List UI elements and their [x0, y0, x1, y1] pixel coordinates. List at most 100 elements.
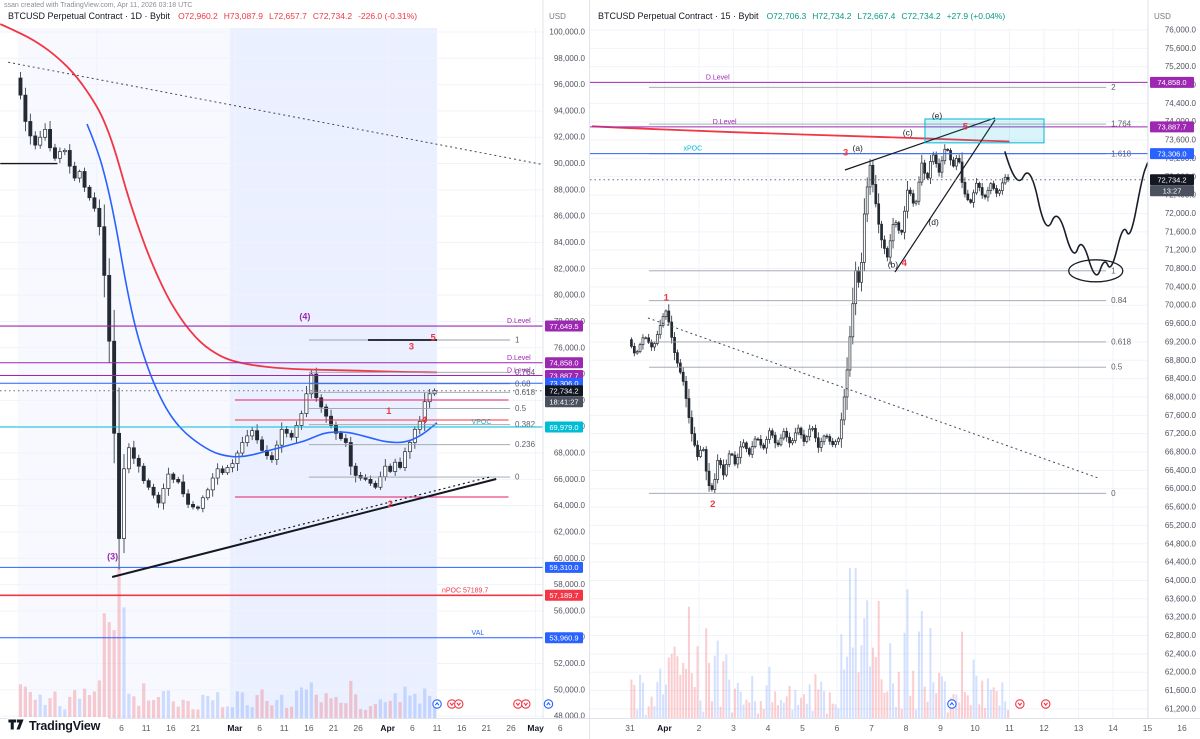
price-tick-label: 69,200.0 — [1165, 337, 1197, 346]
price-axis[interactable]: USD 100,000.0 98,000.0 96,000.0 94,000.0 92,0… — [542, 0, 589, 739]
wave-label: 4 — [902, 258, 908, 269]
time-tick-label: 21 — [191, 723, 201, 733]
price-tick-label: 90,000.0 — [554, 159, 586, 168]
tradingview-logo[interactable]: TradingView — [7, 717, 109, 734]
price-tick-label: 61,200.0 — [1165, 704, 1197, 713]
grid — [590, 28, 1148, 718]
time-tick-label: 10 — [970, 723, 980, 733]
price-tag — [545, 320, 583, 332]
event-icon[interactable] — [543, 699, 554, 709]
wave-label: (d) — [928, 217, 939, 227]
fib-ratio-label: 0.5 — [1111, 363, 1123, 372]
ellipse-annotation — [1068, 259, 1124, 283]
price-tick-label: 66,000.0 — [1165, 484, 1197, 493]
event-icon[interactable] — [1040, 699, 1051, 709]
price-tag-text: 73,887.7 — [1157, 123, 1186, 132]
fib-ratio-label: 1.764 — [1111, 120, 1132, 129]
fib-ratio-label: 0.84 — [1111, 296, 1127, 305]
legend-daily-pane[interactable]: BTCUSD Perpetual Contract · 1D · Bybit O… — [8, 11, 417, 21]
price-tag — [1150, 76, 1194, 88]
price-tag — [545, 561, 583, 573]
time-tick-label: 6 — [257, 723, 262, 733]
price-tag-text: 57,189.7 — [549, 591, 578, 600]
trend-line — [111, 478, 497, 578]
daily-pane[interactable]: 10.7640.680.6180.50.3820.2360D.LevelD.Le… — [0, 0, 589, 739]
time-tick-label: 21 — [482, 723, 492, 733]
price-tick-label: 69,600.0 — [1165, 319, 1197, 328]
projection-path — [1004, 151, 1149, 276]
session-highlight — [18, 28, 438, 718]
time-tick-label: 31 — [625, 723, 635, 733]
price-tick-label: 60,000.0 — [554, 554, 586, 563]
time-tick-label: 3 — [731, 723, 736, 733]
level-label: nPOC 57189.7 — [442, 587, 488, 594]
price-tick-label: 71,200.0 — [1165, 246, 1197, 255]
time-axis[interactable]: 162126Feb6111621Mar611162126Apr611162126… — [0, 718, 1200, 739]
legend-15m-pane[interactable]: BTCUSD Perpetual Contract · 15 · Bybit O… — [598, 11, 1005, 21]
price-tick-label: 98,000.0 — [554, 54, 586, 63]
price-tag-text: 73,306.0 — [549, 379, 578, 388]
time-tick-label: Apr — [380, 723, 395, 733]
event-icon[interactable] — [521, 699, 531, 709]
ohlc-close: C72,734.2 — [901, 11, 941, 21]
level-label: VAL — [472, 630, 485, 637]
price-tag — [545, 589, 583, 601]
price-tick-label: 62,400.0 — [1165, 649, 1197, 658]
price-tag-text: 53,960.9 — [549, 634, 578, 643]
price-tick-label: 75,600.0 — [1165, 44, 1197, 53]
price-tag-text: 74,858.0 — [1157, 78, 1186, 87]
price-tick-label: 48,000.0 — [554, 712, 586, 721]
level-label: D.Level — [507, 318, 531, 325]
event-icon[interactable] — [1015, 699, 1025, 709]
price-tag-text: 13:27 — [1163, 187, 1182, 196]
price-tick-label: 84,000.0 — [554, 238, 586, 247]
symbol-description[interactable]: BTCUSD Perpetual Contract · 15 · Bybit — [598, 11, 759, 21]
ohlc-close: C72,734.2 — [312, 11, 353, 21]
price-tick-label: 63,200.0 — [1165, 613, 1197, 622]
time-tick-label: 21 — [329, 723, 339, 733]
ohlc-high: H73,087.9 — [223, 11, 263, 21]
symbol-description[interactable]: BTCUSD Perpetual Contract · 1D · Bybit — [8, 11, 171, 21]
time-tick-label: 6 — [558, 723, 563, 733]
price-tick-label: 52,000.0 — [554, 659, 586, 668]
event-icon[interactable] — [513, 699, 523, 709]
price-tag-text: 72,734.2 — [1157, 176, 1186, 185]
price-tag-text: 72,734.2 — [549, 387, 578, 396]
axis-currency-label: USD — [1154, 12, 1171, 21]
price-tick-label: 80,000.0 — [554, 291, 586, 300]
price-tag — [1150, 121, 1194, 133]
fib-ratio-label: 0.5 — [515, 404, 527, 413]
price-tick-label: 62,000.0 — [1165, 668, 1197, 677]
time-tick-label: 16 — [1177, 723, 1187, 733]
ma-fast-line — [86, 123, 438, 458]
ohlc-open: O72,960.2 — [178, 11, 218, 21]
wave-label: 3 — [409, 342, 414, 353]
time-tick-label: 5 — [800, 723, 805, 733]
price-tick-label: 92,000.0 — [554, 133, 586, 142]
trend-line — [844, 117, 996, 171]
wave-label: 1 — [386, 406, 392, 417]
wave-label: (c) — [903, 128, 913, 138]
ohlc-low: L72,657.7 — [269, 11, 307, 21]
price-change: -226.0 (-0.31%) — [358, 11, 418, 21]
event-icon[interactable] — [453, 699, 464, 709]
time-tick-label: 15 — [1143, 723, 1153, 733]
price-tick-label: 86,000.0 — [554, 212, 586, 221]
event-icon[interactable] — [432, 699, 442, 709]
price-tag-text: 74,858.0 — [549, 359, 578, 368]
price-tag-text: 73,887.7 — [549, 371, 578, 380]
ohlc-open: O72,706.3 — [766, 11, 807, 21]
ohlc-low: L72,667.4 — [857, 11, 896, 21]
ma-slow-line — [591, 125, 1010, 143]
time-tick-label: 11 — [280, 723, 289, 733]
level-label: D.Level — [713, 119, 737, 126]
price-tick-label: 70,000.0 — [1165, 301, 1197, 310]
price-axis[interactable]: USD76,000.075,600.075,200.074,800.074,40… — [1147, 0, 1200, 739]
price-tag — [545, 632, 583, 644]
wave-label: 3 — [843, 148, 848, 159]
event-icon[interactable] — [947, 699, 957, 709]
level-label: VPOC — [472, 419, 492, 426]
fifteen-minute-pane[interactable]: 21.7641.61810.840.6180.50D.LevelD.Levelx… — [590, 0, 1200, 739]
wave-label: (e) — [932, 111, 943, 121]
